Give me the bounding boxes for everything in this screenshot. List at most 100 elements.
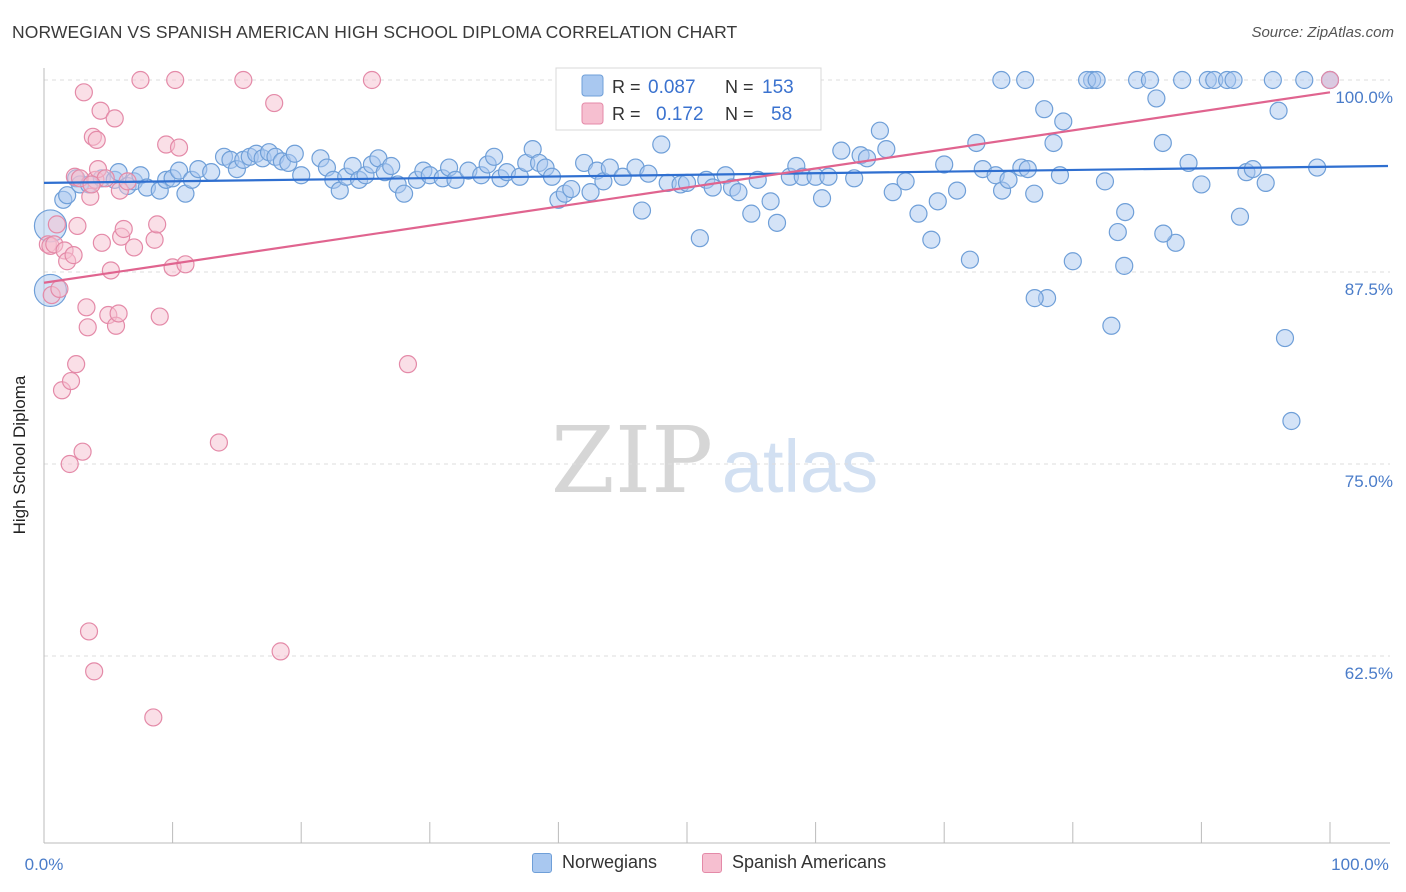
norwegian-point-128	[1108, 222, 1127, 242]
spanish-point-32	[105, 109, 124, 128]
norwegian-point-91	[761, 192, 780, 211]
norwegian-point-54	[446, 170, 465, 189]
norwegian-point-100	[845, 169, 864, 188]
norwegian-point-79	[652, 135, 671, 154]
legend-swatch-pink	[581, 102, 604, 125]
spanish-point-16	[73, 442, 92, 461]
norwegian-point-127	[1102, 316, 1121, 335]
spanish-point-47	[166, 70, 185, 90]
norwegians-swatch	[532, 852, 552, 873]
norwegian-point-102	[857, 149, 877, 168]
norwegian-point-131	[1140, 70, 1160, 90]
norwegian-point-159	[1263, 70, 1282, 90]
norwegian-point-119	[1018, 159, 1037, 179]
y-tick-label-1: 87.5%	[1345, 280, 1393, 299]
norwegian-point-107	[909, 204, 928, 223]
spanish-points	[38, 70, 1340, 727]
norwegian-point-71	[581, 183, 600, 202]
norwegian-point-126	[1095, 172, 1115, 191]
tick-labels: 100.0% 87.5% 75.0% 62.5% 0.0% 100.0%	[25, 88, 1393, 874]
series-legend: Norwegians Spanish Americans	[0, 852, 1406, 878]
spanish-point-25	[87, 130, 106, 150]
stats-legend: R = 0.087 N = 153 R = 0.172 N = 58	[555, 67, 822, 131]
spanish-point-55	[398, 355, 418, 374]
norwegian-point-21	[202, 163, 221, 182]
norwegian-point-3	[58, 186, 77, 205]
spanish-point-48	[169, 138, 189, 157]
spanish-point-28	[92, 233, 111, 252]
watermark-zip: ZIP	[551, 407, 713, 514]
norwegian-point-156	[1087, 70, 1106, 90]
norwegians-label: Norwegians	[562, 852, 658, 872]
spanish-point-51	[234, 70, 253, 90]
legend-item-spanish[interactable]: Spanish Americans	[702, 852, 886, 873]
spanish-label: Spanish Americans	[732, 852, 887, 872]
norwegian-point-141	[1230, 207, 1250, 226]
norwegian-point-104	[877, 140, 896, 159]
norwegian-point-111	[947, 181, 967, 200]
spanish-point-5	[50, 279, 69, 298]
spanish-trend-line	[43, 91, 1331, 284]
norwegian-point-157	[1116, 202, 1135, 222]
norwegian-point-85	[703, 178, 722, 197]
norwegian-point-144	[1256, 173, 1275, 193]
norwegian-point-92	[767, 213, 787, 232]
norwegian-point-147	[1282, 411, 1301, 431]
spanish-point-34	[109, 304, 128, 323]
norwegian-point-145	[1269, 101, 1288, 120]
norwegian-point-137	[1192, 175, 1211, 194]
norwegian-point-129	[1115, 256, 1134, 275]
norwegian-point-78	[639, 164, 658, 183]
norwegian-point-117	[999, 170, 1018, 189]
norwegian-point-46	[382, 156, 401, 176]
norwegian-point-98	[819, 167, 838, 186]
spanish-point-41	[144, 708, 163, 727]
spanish-point-43	[148, 215, 167, 234]
norwegian-point-110	[935, 155, 954, 174]
spanish-point-27	[91, 101, 110, 120]
norwegian-point-108	[922, 230, 941, 249]
legend-r-label-pink: R =	[612, 104, 641, 124]
norwegian-point-124	[1063, 252, 1082, 271]
legend-swatch-blue	[581, 74, 604, 97]
norwegian-point-99	[832, 141, 851, 160]
y-tick-label-0: 100.0%	[1335, 88, 1393, 107]
spanish-point-20	[79, 622, 99, 641]
legend-r-value-pink: 0.172	[656, 104, 704, 125]
norwegian-point-161	[1224, 70, 1243, 90]
norwegian-point-133	[1153, 133, 1172, 153]
legend-item-norwegians[interactable]: Norwegians	[532, 852, 657, 873]
norwegian-point-88	[729, 183, 748, 202]
norwegian-point-17	[169, 161, 189, 180]
spanish-point-17	[74, 83, 93, 102]
norwegians-points	[33, 70, 1340, 431]
trend-lines	[43, 91, 1389, 284]
spanish-point-10	[61, 371, 81, 391]
norwegian-point-132	[1147, 89, 1166, 108]
norwegian-point-112	[960, 250, 980, 269]
norwegian-point-83	[690, 229, 709, 248]
norwegian-point-97	[812, 189, 832, 208]
norwegian-point-33	[285, 144, 304, 163]
spanish-swatch	[702, 852, 722, 873]
norwegian-point-152	[1025, 289, 1044, 308]
spanish-point-52	[265, 93, 284, 113]
spanish-point-23	[85, 662, 104, 681]
legend-n-value-blue: 153	[762, 77, 794, 98]
chart-title: NORWEGIAN VS SPANISH AMERICAN HIGH SCHOO…	[12, 22, 738, 42]
norwegian-point-48	[394, 184, 414, 203]
norwegian-point-136	[1179, 153, 1198, 173]
norwegian-point-120	[1025, 184, 1044, 203]
norwegian-trend-line	[43, 164, 1389, 185]
legend-n-label-blue: N =	[725, 77, 754, 97]
spanish-point-31	[101, 261, 120, 280]
norwegian-point-58	[485, 147, 504, 166]
source-label: Source: ZipAtlas.com	[1251, 24, 1394, 41]
spanish-point-39	[124, 238, 144, 257]
norwegian-point-153	[1035, 100, 1054, 119]
norwegian-point-77	[632, 201, 652, 220]
norwegian-point-135	[1173, 70, 1192, 90]
y-tick-label-2: 75.0%	[1345, 472, 1393, 491]
spanish-point-57	[82, 175, 101, 194]
